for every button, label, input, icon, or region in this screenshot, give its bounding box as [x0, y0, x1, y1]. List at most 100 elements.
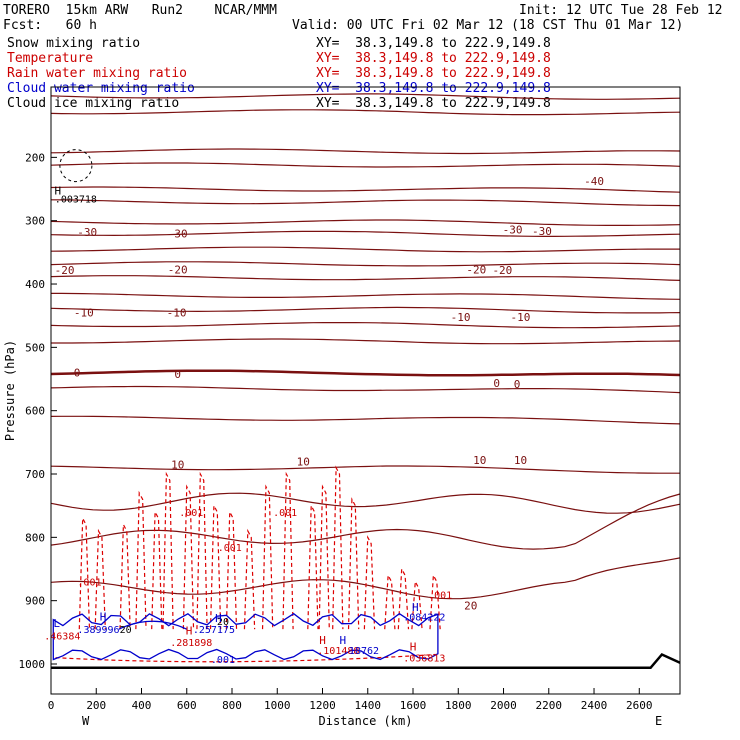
- isotherm-line: [51, 292, 681, 300]
- isotherm-line: [51, 338, 681, 345]
- field-name-snow: Snow mixing ratio: [7, 36, 141, 51]
- rain-mixing-ratio-contour: [429, 573, 441, 630]
- x-tick-label: 0: [48, 699, 55, 712]
- isotherm-label: 20: [464, 600, 477, 613]
- rain-mixing-ratio-contour: [78, 516, 91, 630]
- terrain-line: [51, 652, 681, 670]
- x-tick-label: 1800: [445, 699, 472, 712]
- max-min-marker: H: [340, 634, 347, 647]
- mixing-ratio-label: .389996: [77, 625, 119, 636]
- mixing-ratio-label: .46384: [44, 632, 80, 643]
- max-min-marker: H: [412, 601, 419, 614]
- isotherm-label: -30: [503, 224, 523, 237]
- x-tick-label: 2200: [536, 699, 563, 712]
- max-min-marker: H: [186, 624, 193, 637]
- isotherm-label: -30: [532, 225, 552, 238]
- isotherm-line: [50, 275, 681, 281]
- mixing-ratio-label: .257175: [193, 625, 235, 636]
- x-tick-label: 1400: [355, 699, 382, 712]
- isotherm-label: 10: [297, 455, 310, 468]
- y-axis-label: Pressure (hPa): [3, 340, 17, 441]
- isotherm-line: [50, 219, 681, 226]
- isotherm-label: 10: [514, 454, 527, 467]
- mixing-ratio-label: 20: [217, 617, 229, 628]
- mixing-ratio-label: .001: [179, 508, 203, 519]
- field-xy-cloud-ice: XY= 38.3,149.8 to 222.9,149.8: [316, 96, 551, 111]
- rain-mixing-ratio-contour: [384, 573, 396, 630]
- isotherm-line: [50, 93, 681, 100]
- isotherm-label: -10: [167, 307, 187, 320]
- isotherm-label: -20: [55, 264, 75, 277]
- isotherm-line: [50, 109, 681, 116]
- isotherm-line: [50, 385, 681, 394]
- isotherm-label: 0: [74, 367, 81, 380]
- plot-frame: [50, 86, 681, 695]
- x-tick-label: 2400: [581, 699, 608, 712]
- cloud-ice-contour: [59, 149, 93, 183]
- isotherm-label: -30: [168, 227, 188, 240]
- rain-mixing-ratio-contour: [243, 528, 256, 630]
- y-tick-label: 700: [25, 468, 45, 481]
- isotherm-line: [50, 306, 681, 314]
- model-title: TORERO 15km ARW Run2 NCAR/MMM: [3, 3, 277, 18]
- isotherm-line: [50, 246, 680, 253]
- y-tick-label: 1000: [19, 658, 46, 671]
- y-tick-label: 900: [25, 595, 45, 608]
- isotherm-label: -20: [466, 263, 486, 276]
- mixing-ratio-label: .001: [273, 508, 297, 519]
- field-name-cloud-ice: Cloud ice mixing ratio: [7, 96, 180, 111]
- isotherm-label: -10: [74, 307, 94, 320]
- x-tick-label: 600: [177, 699, 197, 712]
- cloud-water-contour: [52, 612, 439, 661]
- isotherm-label: -30: [77, 226, 97, 239]
- isotherm-line: [50, 415, 681, 425]
- x-tick-label: 1200: [309, 699, 336, 712]
- max-min-marker: H: [54, 184, 61, 197]
- isotherm-label: 0: [514, 378, 521, 391]
- mixing-ratio-label: .001: [77, 578, 101, 589]
- max-min-marker: L: [53, 617, 60, 630]
- mixing-ratio-label: .281898: [170, 638, 212, 649]
- init-time: Init: 12 UTC Tue 28 Feb 12: [519, 3, 723, 18]
- y-tick-label: 600: [25, 405, 45, 418]
- isotherm-line: [50, 261, 681, 267]
- isotherm-line: [50, 493, 681, 550]
- field-xy-rain: XY= 38.3,149.8 to 222.9,149.8: [316, 66, 551, 81]
- mixing-ratio-label: .001: [428, 590, 452, 601]
- x-tick-label: 1000: [264, 699, 291, 712]
- max-min-marker: H: [319, 634, 326, 647]
- rain-mixing-ratio-contour: [261, 484, 274, 630]
- field-xy-cloud-water: XY= 38.3,149.8 to 222.9,149.8: [316, 81, 551, 96]
- max-min-marker: H: [215, 612, 222, 625]
- cloud-water-contour: [118, 620, 188, 630]
- isotherm-line: [50, 369, 681, 377]
- field-name-cloud-water: Cloud water mixing ratio: [7, 81, 195, 96]
- mixing-ratio-label: .101488: [317, 646, 359, 657]
- rain-mixing-ratio-contour: [94, 528, 106, 630]
- isotherm-line: [50, 230, 681, 237]
- isotherm-label: 0: [174, 368, 181, 381]
- isotherm-label: -20: [492, 264, 512, 277]
- rain-mixing-ratio-contour: [182, 484, 195, 630]
- field-xy-snow: XY= 38.3,149.8 to 222.9,149.8: [316, 36, 551, 51]
- isotherm-line: [50, 199, 681, 207]
- isotherm-label: 10: [171, 459, 184, 472]
- max-min-marker: H: [410, 640, 417, 653]
- x-tick-label: 800: [222, 699, 242, 712]
- field-name-rain: Rain water mixing ratio: [7, 66, 188, 81]
- east-end-label: E: [655, 714, 662, 728]
- mixing-ratio-label: .036813: [403, 654, 445, 665]
- x-tick-label: 2000: [490, 699, 517, 712]
- x-tick-label: 2600: [626, 699, 653, 712]
- valid-time: Valid: 00 UTC Fri 02 Mar 12 (18 CST Thu …: [292, 18, 684, 33]
- y-tick-label: 200: [25, 151, 45, 164]
- isotherm-line: [50, 465, 680, 474]
- rain-mixing-ratio-contour: [196, 471, 208, 630]
- rain-mixing-ratio-contour: [411, 579, 423, 630]
- forecast-hour: Fcst: 60 h: [3, 18, 97, 33]
- rain-mixing-ratio-contour: [209, 503, 222, 630]
- isotherm-line: [50, 148, 681, 155]
- isotherm-label: -20: [168, 263, 188, 276]
- mixing-ratio-label: .084222: [403, 613, 445, 624]
- rain-mixing-ratio-contour: [347, 497, 360, 630]
